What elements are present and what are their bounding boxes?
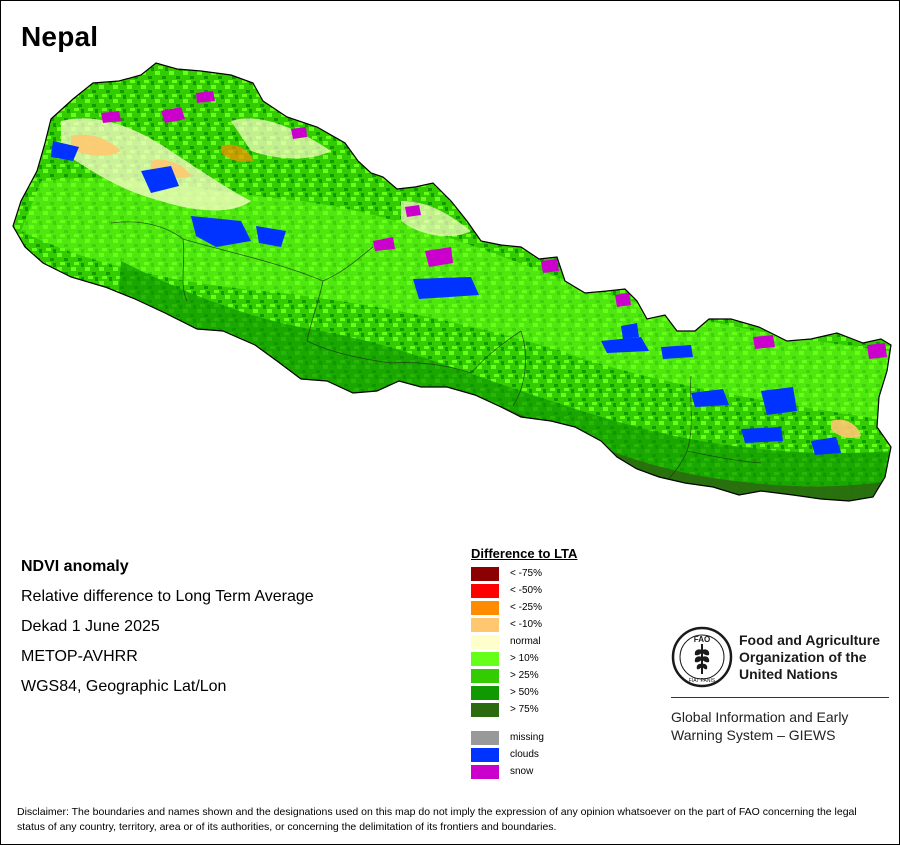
legend-item: > 10%: [471, 650, 577, 667]
legend-item: clouds: [471, 746, 577, 763]
fao-name-line-2: Organization of the: [739, 648, 867, 665]
legend-item: > 50%: [471, 684, 577, 701]
legend-swatch: [471, 730, 499, 745]
fao-name: Food and Agriculture Organization of the…: [739, 632, 880, 683]
sensor-name: METOP-AVHRR: [21, 648, 138, 665]
legend-label: > 25%: [510, 670, 539, 681]
giews-name: Global Information and Early Warning Sys…: [671, 708, 889, 744]
legend-label: normal: [510, 636, 541, 647]
giews-line-2: Warning System – GIEWS: [671, 727, 836, 743]
fao-branding: FAO FIAT PANIS Food and Agriculture Orga…: [671, 626, 889, 744]
fao-emblem-motto: FIAT PANIS: [689, 678, 716, 684]
legend-item: < -10%: [471, 616, 577, 633]
divider: [671, 697, 889, 698]
fao-emblem-letters: FAO: [694, 635, 710, 644]
legend-label: clouds: [510, 749, 539, 760]
legend-label: snow: [510, 766, 534, 777]
product-name: NDVI anomaly: [21, 558, 129, 575]
map-metadata: NDVI anomaly Relative difference to Long…: [21, 552, 314, 702]
legend-item: snow: [471, 763, 577, 780]
fao-name-line-3: United Nations: [739, 665, 838, 682]
fao-emblem-icon: FAO FIAT PANIS: [671, 626, 733, 688]
legend-label: < -25%: [510, 602, 542, 613]
projection-info: WGS84, Geographic Lat/Lon: [21, 678, 227, 695]
anomaly-raster: [13, 63, 891, 501]
legend-swatch: [471, 651, 499, 666]
legend-label: > 50%: [510, 687, 539, 698]
legend-title: Difference to LTA: [471, 546, 578, 561]
giews-line-1: Global Information and Early: [671, 709, 849, 725]
legend-swatch: [471, 583, 499, 598]
legend-item: > 75%: [471, 701, 577, 718]
admin-boundaries: [110, 221, 762, 480]
legend-item: normal: [471, 633, 577, 650]
legend-swatch: [471, 566, 499, 581]
legend-item: < -25%: [471, 599, 577, 616]
legend-label: > 75%: [510, 704, 539, 715]
legend-swatch: [471, 702, 499, 717]
product-description: Relative difference to Long Term Average: [21, 588, 314, 605]
legend-label: missing: [510, 732, 544, 743]
disclaimer: Disclaimer: The boundaries and names sho…: [17, 806, 857, 833]
legend-swatch: [471, 634, 499, 649]
legend-item: < -75%: [471, 565, 577, 582]
legend-swatch: [471, 764, 499, 779]
legend-item: > 25%: [471, 667, 577, 684]
legend-swatch: [471, 685, 499, 700]
map-title: Nepal: [21, 21, 99, 52]
legend-swatch: [471, 617, 499, 632]
legend-item: < -50%: [471, 582, 577, 599]
ndvi-anomaly-map: [12, 62, 892, 502]
legend-classes: < -75% < -50% < -25% < -10% normal > 10% > 25%…: [471, 565, 577, 718]
time-period: Dekad 1 June 2025: [21, 618, 160, 635]
legend-swatch: [471, 747, 499, 762]
legend-label: > 10%: [510, 653, 539, 664]
fao-name-line-1: Food and Agriculture: [739, 631, 881, 648]
legend-special: missing clouds snow: [471, 729, 577, 780]
legend-label: < -50%: [510, 585, 542, 596]
legend-label: < -75%: [510, 568, 542, 579]
legend-swatch: [471, 668, 499, 683]
legend-swatch: [471, 600, 499, 615]
legend-item: missing: [471, 729, 577, 746]
legend: Difference to LTA < -75% < -50% < -25% < -1…: [471, 546, 577, 780]
legend-label: < -10%: [510, 619, 542, 630]
